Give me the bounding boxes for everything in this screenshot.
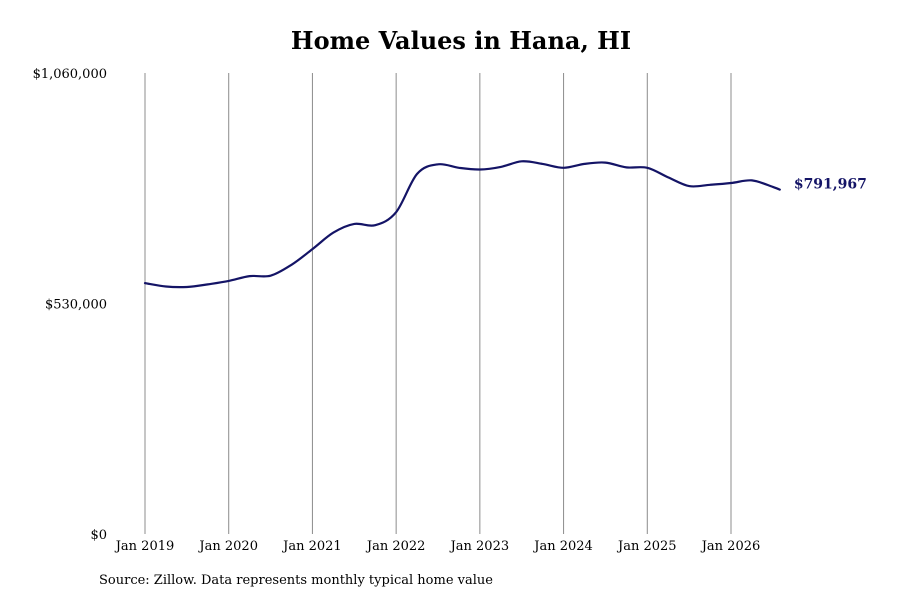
x-tick-label: Jan 2021 xyxy=(281,539,342,554)
y-axis-ticks: $0 $530,000 $1,060,000 xyxy=(33,67,107,543)
x-tick-label: Jan 2022 xyxy=(365,539,426,554)
latest-value-label: $791,967 xyxy=(794,177,867,193)
x-tick-label: Jan 2020 xyxy=(197,539,258,554)
x-tick-label: Jan 2019 xyxy=(114,539,175,554)
grid-lines xyxy=(144,73,732,534)
y-tick-label: $530,000 xyxy=(45,298,107,313)
x-tick-label: Jan 2024 xyxy=(532,539,593,554)
x-tick-label: Jan 2026 xyxy=(700,539,761,554)
chart-title: Home Values in Hana, HI xyxy=(290,26,632,55)
y-tick-label: $1,060,000 xyxy=(33,67,107,82)
x-tick-label: Jan 2025 xyxy=(616,539,677,554)
home-value-line xyxy=(143,160,781,289)
x-axis-ticks: Jan 2019 Jan 2020 Jan 2021 Jan 2022 Jan 2023… xyxy=(114,539,761,554)
x-tick-label: Jan 2023 xyxy=(449,539,510,554)
y-tick-label: $0 xyxy=(90,528,107,543)
source-note: Source: Zillow. Data represents monthly … xyxy=(99,573,493,588)
